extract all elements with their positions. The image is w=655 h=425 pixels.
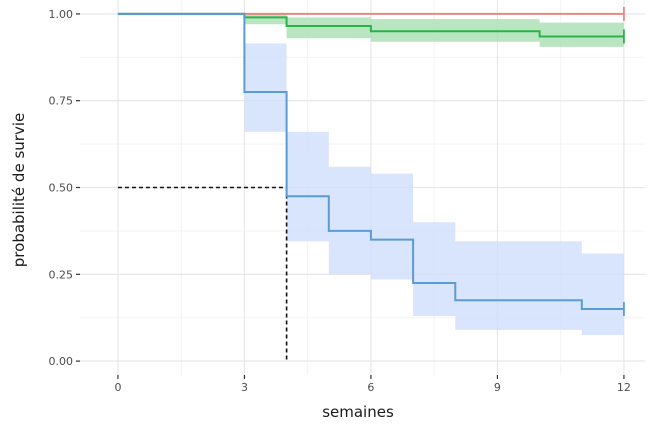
median-reference-lines — [117, 186, 288, 362]
x-tick-label: 12 — [617, 381, 631, 394]
y-tick-label: 0.00 — [49, 355, 74, 368]
y-tick-label: 1.00 — [49, 8, 74, 21]
y-tick-label: 0.25 — [49, 268, 74, 281]
y-axis-title: probabilité de survie — [10, 113, 28, 267]
survival-curve-3 — [117, 12, 624, 310]
survival-curves — [117, 6, 625, 317]
x-tick-label: 3 — [241, 381, 248, 394]
y-tick-label: 0.75 — [49, 95, 74, 108]
confidence-band-3 — [117, 13, 624, 336]
x-tick-label: 9 — [494, 381, 501, 394]
x-tick-label: 6 — [367, 381, 374, 394]
y-tick-label: 0.50 — [49, 182, 74, 195]
x-tick-label: 0 — [114, 381, 121, 394]
axis-ticks: 0.00 0.25 0.50 0.75 1.00 0 3 6 9 12 — [49, 8, 631, 394]
x-axis-title: semaines — [322, 403, 394, 421]
